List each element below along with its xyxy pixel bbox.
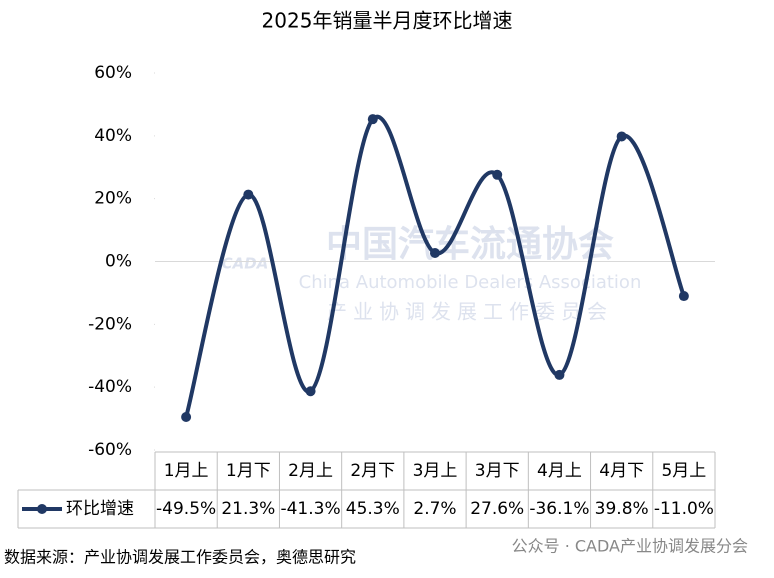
point (616, 131, 627, 142)
watermark-cn: 中国汽车流通协会 (326, 224, 614, 265)
y-tick-label: -20% (88, 314, 132, 334)
x-tick-label: 2月下 (350, 461, 395, 481)
value-label: 2.7% (413, 499, 456, 519)
point (181, 412, 192, 423)
x-tick-label: 3月上 (413, 461, 458, 481)
value-label: 45.3% (346, 499, 400, 519)
footer-note: 公众号 · CADA产业协调发展分会 (512, 537, 748, 556)
legend-label: 环比增速 (66, 499, 134, 519)
value-label: -41.3% (280, 499, 340, 519)
x-tick-label: 4月上 (537, 461, 582, 481)
y-tick-label: 0% (105, 252, 132, 272)
chart-title: 2025年销量半月度环比增速 (262, 9, 513, 33)
point (367, 114, 378, 125)
value-label: 21.3% (221, 499, 275, 519)
y-tick-label: -40% (88, 377, 132, 397)
point (678, 291, 689, 302)
source: 数据来源：产业协调发展工作委员会，奥德思研究 (4, 548, 356, 567)
x-tick-label: 3月下 (475, 461, 520, 481)
x-tick-label: 5月上 (661, 461, 706, 481)
point (305, 386, 316, 397)
y-tick-label: 20% (94, 189, 132, 209)
x-tick-label: 2月上 (288, 461, 333, 481)
y-tick-label: 60% (94, 63, 132, 83)
watermark-sub: 产业协调发展工作委员会 (327, 300, 613, 324)
point (430, 248, 440, 259)
legend-marker (37, 504, 47, 514)
y-tick-label: -60% (88, 440, 132, 460)
value-label: 39.8% (595, 499, 649, 519)
x-tick-label: 1月上 (164, 461, 209, 481)
point (554, 369, 565, 380)
value-label: -36.1% (529, 499, 589, 519)
watermark: 中国汽车流通协会 China Automobile Dealers Associ… (222, 224, 642, 324)
value-label: -11.0% (654, 499, 714, 519)
value-label: 27.6% (470, 499, 524, 519)
x-tick-label: 1月下 (226, 461, 271, 481)
watermark-en: China Automobile Dealers Association (299, 272, 642, 293)
point (492, 169, 503, 180)
series-line (184, 114, 686, 418)
watermark-logo: CADA (222, 255, 269, 273)
y-tick-label: 40% (94, 126, 132, 146)
point (243, 189, 254, 200)
x-tick-label: 4月下 (599, 461, 644, 481)
value-label: -49.5% (156, 499, 216, 519)
